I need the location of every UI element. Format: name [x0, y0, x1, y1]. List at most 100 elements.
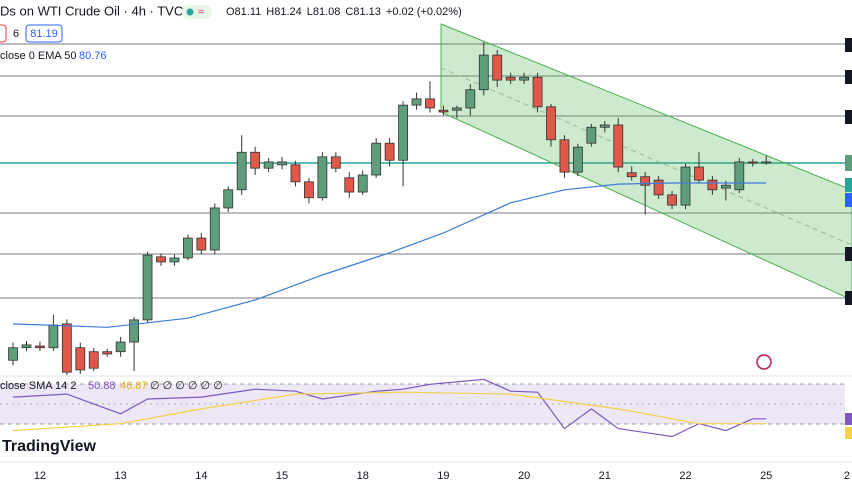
price-flag: [845, 427, 852, 439]
spread: 6: [13, 28, 19, 40]
candle-body: [357, 174, 368, 193]
candle-body: [667, 194, 677, 206]
candle-body: [438, 109, 449, 113]
candle-body: [290, 164, 301, 183]
candle-body: [747, 161, 758, 164]
candle-body: [720, 184, 731, 189]
ohlc-item: +0.02 (+0.02%): [386, 6, 462, 18]
price-flag: [845, 193, 852, 207]
buy-price: 81.19: [30, 28, 58, 40]
candle-body: [451, 107, 462, 111]
candle-body: [492, 54, 503, 81]
candle-body: [236, 151, 247, 191]
price-flag: [845, 247, 852, 261]
candle-body: [694, 166, 704, 181]
sell-box[interactable]: [0, 24, 7, 43]
candle-body: [263, 161, 274, 169]
candle-body: [425, 98, 435, 109]
candle-body: [465, 89, 476, 109]
candle-body: [115, 341, 126, 353]
price-flag: [845, 38, 852, 52]
candle-body: [559, 139, 570, 173]
candle-body: [156, 256, 166, 263]
candle-body: [653, 179, 664, 196]
candle-body: [196, 237, 207, 251]
rsi-extra-legend: ∅ ∅ ∅ ∅ ∅ ∅: [150, 380, 223, 392]
candle-body: [8, 347, 18, 361]
ema-legend-value: 80.76: [79, 50, 107, 62]
x-tick-label: 18: [357, 470, 369, 482]
main-plot: [8, 42, 772, 375]
candle-body: [75, 347, 86, 371]
ohlc-item: L81.08: [307, 6, 341, 18]
x-tick-label: 20: [518, 470, 530, 482]
price-flag: [845, 155, 852, 171]
candle-body: [223, 189, 234, 209]
ohlc-item: H81.24: [266, 6, 301, 18]
candle-body: [129, 319, 139, 343]
candle-body: [680, 166, 691, 206]
rsi-legend: close SMA 14 2: [0, 380, 76, 392]
candle-body: [304, 181, 314, 199]
x-tick-label: 15: [276, 470, 288, 482]
candle-body: [532, 76, 543, 108]
channel[interactable]: [440, 23, 852, 301]
candle-body: [35, 345, 45, 349]
x-tick-label: 19: [437, 470, 449, 482]
x-tick-label: 2: [844, 470, 850, 482]
ema-legend: close 0 EMA 50: [0, 50, 76, 62]
x-tick-label: 21: [599, 470, 611, 482]
candle-body: [182, 237, 193, 259]
ohlc-item: C81.13: [345, 6, 380, 18]
ema-line: [12, 182, 767, 328]
x-tick-label: 22: [679, 470, 691, 482]
indicator-line: [12, 391, 767, 432]
channel-midline: [440, 67, 852, 246]
price-flag: [845, 291, 852, 305]
candle-body: [586, 126, 597, 144]
sma-value: 46.87: [120, 380, 148, 392]
candle-body: [398, 104, 408, 161]
candle-body: [613, 124, 624, 168]
status-badge[interactable]: [182, 5, 212, 19]
price-flag: [845, 178, 852, 192]
ohlc-item: O81.11: [226, 6, 261, 18]
candle-body: [102, 351, 113, 355]
candle-body: [626, 172, 637, 178]
x-tick-label: 13: [115, 470, 127, 482]
candle-body: [142, 254, 153, 321]
rsi-plot: [12, 378, 767, 438]
candle-body: [344, 177, 355, 193]
candle-body: [371, 142, 382, 176]
candle-body: [546, 106, 556, 141]
candle-body: [330, 156, 341, 169]
candle-body: [48, 324, 59, 349]
candle-body: [21, 344, 32, 349]
candle-body: [317, 156, 328, 199]
candle-body: [169, 257, 180, 263]
candle-body: [384, 142, 395, 161]
candle-body: [209, 207, 220, 251]
candle-body: [707, 179, 718, 191]
rsi-band: [0, 384, 845, 424]
candle-body: [277, 161, 287, 166]
candle-body: [761, 161, 772, 164]
status-dot: [186, 8, 194, 16]
candle-body: [88, 351, 99, 369]
candle-body: [61, 323, 72, 373]
time-axis: 12 13 14 15 18 19 20 21 22 25 2: [34, 470, 850, 482]
ohlc-legend: O81.11 H81.24 L81.08 C81.13 +0.02 (+0.02%): [226, 6, 462, 18]
price-flag: [845, 413, 852, 425]
price-flag: [845, 110, 852, 124]
candle-body: [734, 161, 745, 191]
buy-box[interactable]: [25, 24, 63, 43]
candle-body: [250, 151, 261, 169]
x-tick-label: 14: [195, 470, 207, 482]
logo[interactable]: TradingView: [2, 438, 97, 455]
alert-icon[interactable]: [756, 354, 772, 370]
rsi-value: 50.88: [88, 380, 116, 392]
price-flag: [845, 70, 852, 84]
candle-body: [411, 98, 422, 106]
indicator-line: [12, 378, 767, 438]
